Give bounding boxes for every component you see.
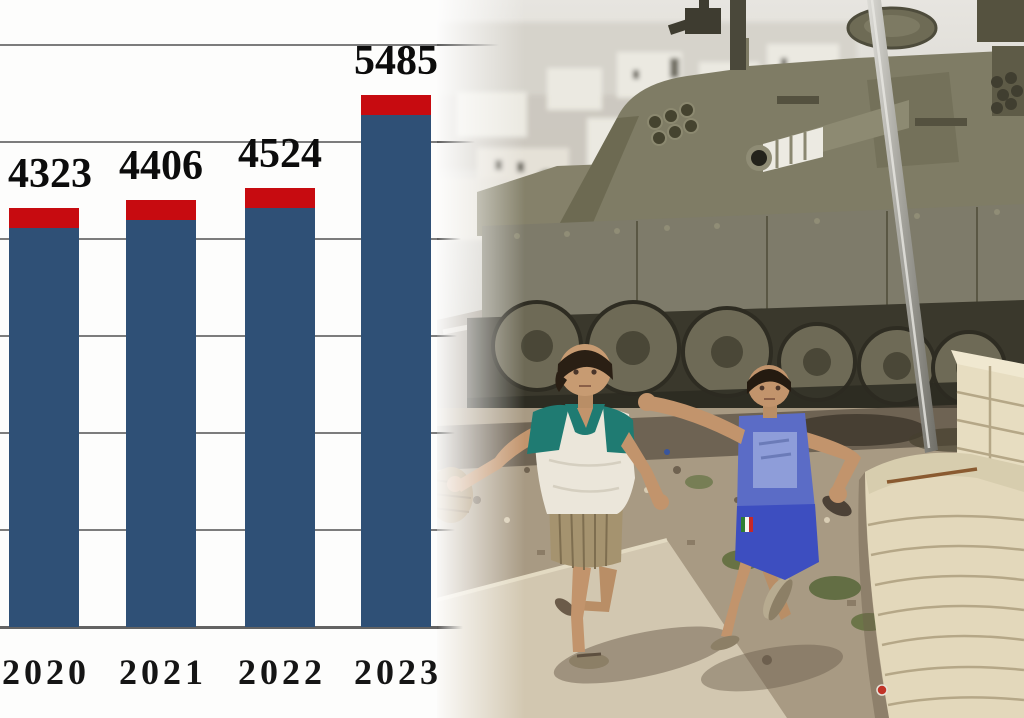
photo-illustration [429,0,1024,718]
gridline-6000 [0,44,437,46]
italy-badge [741,517,753,532]
bar-2020 [9,227,79,627]
smoke-launcher [647,102,699,146]
bottle-cap-litter [876,684,888,696]
shadow [553,626,731,684]
bar-value-label-2022: 4524 [238,131,322,178]
bar-value-label-2020: 4323 [8,150,92,197]
crossing-arm [647,396,745,444]
bar-cap-2020 [9,207,79,228]
boy-white [447,344,669,669]
antenna-mast [730,0,746,70]
x-axis [0,626,437,629]
utility-pole [867,0,938,453]
boy-blue [710,365,861,651]
stone-wall [858,350,1024,718]
bar-value-label-2023: 5485 [354,37,438,84]
running-children-illustration [447,344,861,669]
bar-2021 [126,219,196,627]
year-label-2020: 2020 [2,652,90,692]
year-label-2022: 2022 [238,652,326,692]
bar-2023 [361,114,431,627]
gridline-4000 [0,238,437,240]
year-label-2021: 2021 [119,652,207,692]
gridline-5000 [0,141,437,143]
turret-equipment [977,0,1024,116]
bar-chart: 4323 2020 4406 2021 4524 2022 5485 2023 [0,0,438,718]
news-photo [429,0,1024,718]
year-label-2023: 2023 [354,652,442,692]
bar-cap-2022 [245,188,315,209]
bar-value-label-2021: 4406 [119,142,203,189]
rusty-rod [886,467,978,484]
gridline-2000 [0,432,437,434]
bar-cap-2021 [126,199,196,220]
gridline-3000 [0,335,437,337]
machine-gun-mount [667,0,721,35]
bar-cap-2023 [361,94,431,115]
bar-2022 [245,208,315,627]
gridline-1000 [0,529,437,531]
